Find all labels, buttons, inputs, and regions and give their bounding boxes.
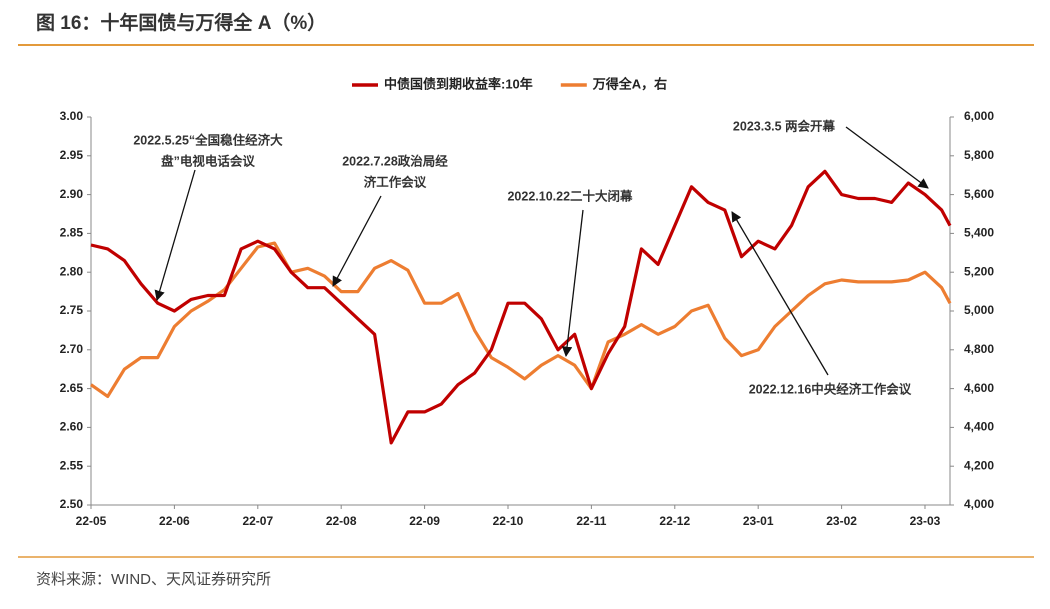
y2-tick-label: 6,000 [964, 109, 994, 123]
x-tick-label: 23-03 [910, 514, 941, 528]
annotation-arrow [561, 209, 584, 358]
x-tick-label: 22-06 [159, 514, 190, 528]
y2-tick-label: 4,000 [964, 497, 994, 511]
y2-tick-label: 5,600 [964, 187, 994, 201]
y-tick-label: 2.95 [60, 148, 84, 162]
x-tick-label: 22-05 [76, 514, 107, 528]
y-tick-label: 2.75 [60, 303, 84, 317]
chart-title: 图 16：十年国债与万得全 A（%） [36, 11, 326, 34]
x-tick-label: 22-10 [493, 514, 524, 528]
y-tick-label: 2.55 [60, 458, 84, 472]
annotation: 2022.7.28政治局经 [342, 153, 448, 168]
annotation: 盘”电视电话会议 [161, 153, 255, 168]
series-line [90, 241, 952, 398]
series-line [90, 169, 952, 445]
annotation-arrow [154, 169, 196, 301]
y2-tick-label: 4,200 [964, 458, 994, 472]
y-tick-label: 3.00 [60, 109, 84, 123]
y-tick-label: 2.65 [60, 381, 84, 395]
legend-label: 万得全A，右 [592, 76, 667, 91]
annotation: 济工作会议 [364, 174, 427, 189]
y2-tick-label: 4,600 [964, 381, 994, 395]
y-tick-label: 2.85 [60, 226, 84, 240]
y-tick-label: 2.80 [60, 264, 84, 278]
legend-label: 中债国债到期收益率:10年 [384, 76, 533, 91]
y-tick-label: 2.90 [60, 187, 84, 201]
annotation-arrow [845, 126, 929, 189]
x-tick-label: 22-12 [659, 514, 690, 528]
x-tick-label: 22-11 [576, 514, 606, 528]
y-tick-label: 2.70 [60, 342, 84, 356]
x-tick-label: 22-08 [326, 514, 357, 528]
annotation-arrow [332, 195, 382, 287]
x-tick-label: 23-01 [743, 514, 774, 528]
x-tick-label: 22-09 [409, 514, 440, 528]
y2-tick-label: 5,000 [964, 303, 994, 317]
annotation-arrow [731, 211, 829, 376]
y2-tick-label: 5,200 [964, 264, 994, 278]
y2-tick-label: 5,800 [964, 148, 994, 162]
y2-tick-label: 5,400 [964, 226, 994, 240]
x-tick-label: 23-02 [826, 514, 857, 528]
y2-tick-label: 4,400 [964, 420, 994, 434]
x-tick-label: 22-07 [242, 514, 273, 528]
source: 资料来源：WIND、天风证券研究所 [36, 571, 271, 588]
y2-tick-label: 4,800 [964, 342, 994, 356]
annotation: 2022.10.22二十大闭幕 [507, 188, 633, 203]
y-tick-label: 2.50 [60, 497, 84, 511]
y-tick-label: 2.60 [60, 420, 84, 434]
annotation: 2023.3.5 两会开幕 [733, 118, 836, 133]
annotation: 2022.12.16中央经济工作会议 [749, 381, 912, 396]
annotation: 2022.5.25“全国稳住经济大 [133, 132, 283, 147]
